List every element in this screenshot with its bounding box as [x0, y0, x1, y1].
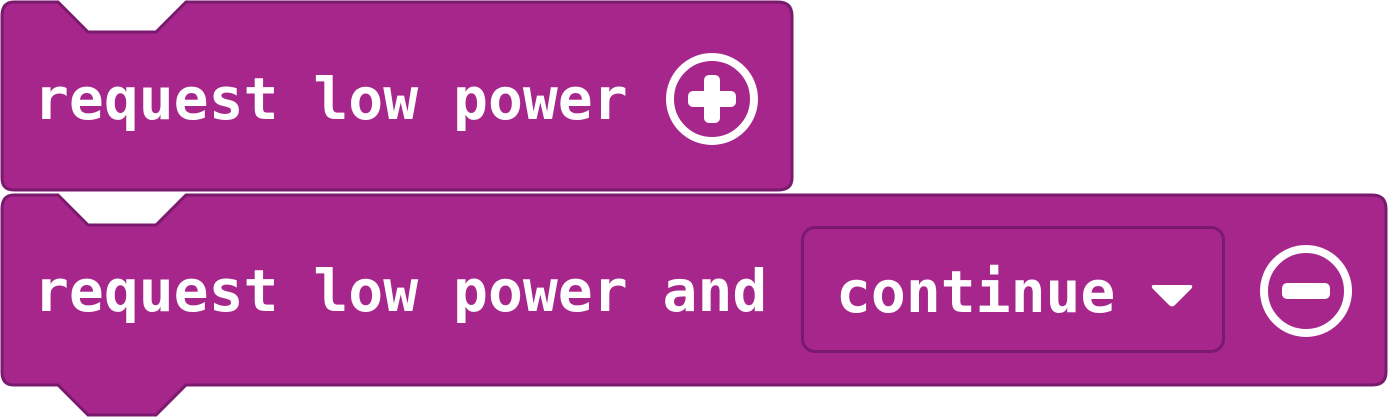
- block-request-low-power[interactable]: [0, 0, 794, 192]
- plus-icon[interactable]: [664, 51, 760, 147]
- block-label-request-low-power-and: request low power and: [34, 257, 768, 325]
- dropdown-selected-value: continue: [836, 258, 1116, 326]
- block-label-request-low-power: request low power: [34, 65, 628, 133]
- continue-dropdown[interactable]: continue: [801, 226, 1225, 353]
- block-request-low-power-and[interactable]: [0, 193, 1388, 417]
- minus-icon[interactable]: [1258, 243, 1354, 339]
- dropdown-arrow-icon: [1151, 285, 1193, 307]
